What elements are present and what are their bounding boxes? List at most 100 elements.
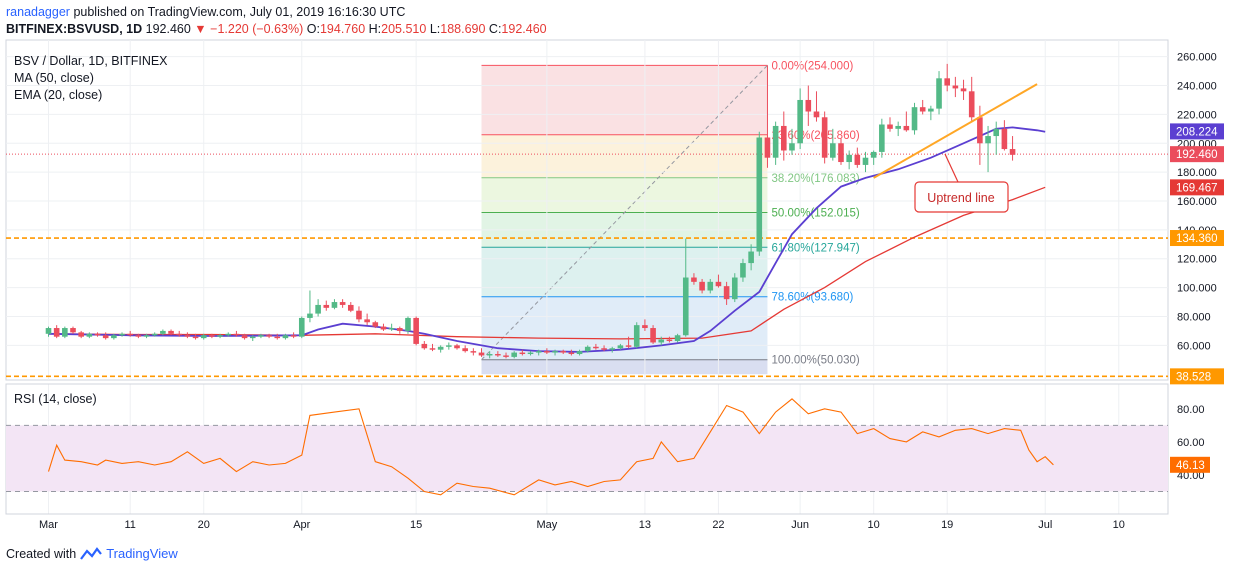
author-name[interactable]: ranadagger [6, 5, 70, 19]
candle-body [879, 124, 885, 152]
annotation-box[interactable] [914, 181, 1009, 213]
time-tick-label: 10 [1113, 519, 1125, 531]
candle-body [699, 281, 705, 291]
candle-body [119, 333, 125, 336]
candle-body [249, 336, 256, 339]
candle-body [952, 85, 959, 89]
candle-body [405, 317, 411, 331]
rsi-pane[interactable]: 40.00 60.00 80.00 46.13 [5, 383, 1210, 515]
fib-level-label: 0.00%(254.000) [771, 60, 853, 72]
time-tick-label: Mar [39, 519, 58, 531]
candle-body [568, 352, 575, 355]
candle-body [454, 345, 460, 349]
candle-body [511, 352, 517, 357]
time-tick-label: Jun [791, 519, 809, 531]
candle-body [225, 333, 232, 336]
candle-body [895, 125, 901, 129]
price-tick-label: 120.000 [1177, 254, 1217, 266]
fib-zone [481, 177, 768, 213]
candle-body [846, 154, 852, 163]
candle-body [437, 346, 444, 350]
main-pane-border [5, 39, 1169, 381]
tradingview-brand[interactable]: TradingView [106, 546, 178, 561]
candle-body [331, 302, 338, 308]
low-label: L: [429, 22, 441, 36]
tradingview-logo-icon [80, 546, 103, 560]
candle-body [519, 352, 526, 355]
close-label: C: [488, 22, 502, 36]
horizontal-lines[interactable] [6, 153, 1168, 378]
price-badges: 208.224 192.460 169.467 134.360 38.528 [1170, 123, 1224, 385]
fib-zone [481, 65, 768, 135]
publish-info: published on TradingView.com, July 01, 2… [73, 5, 406, 19]
candle-body [707, 281, 714, 291]
candle-body [470, 351, 477, 353]
candle-body [1009, 149, 1016, 155]
uptrend-line-segment [873, 83, 1038, 179]
candle-body [274, 336, 281, 339]
rsi-tick-label: 40.00 [1177, 470, 1205, 482]
candle-body [62, 328, 68, 337]
candle-body [421, 343, 428, 349]
legend-ma[interactable]: MA (50, close) [14, 71, 94, 85]
time-tick-label: Apr [293, 519, 310, 531]
candle-body [609, 348, 616, 350]
rsi-tick-label: 80.00 [1177, 404, 1205, 416]
candle-body [560, 351, 567, 353]
time-tick-label: 11 [124, 519, 135, 531]
time-tick-label: May [536, 519, 557, 531]
candle-body [682, 277, 689, 336]
time-tick-label: Jul [1038, 519, 1052, 531]
candle-body [764, 137, 771, 158]
legend-rsi[interactable]: RSI (14, close) [14, 392, 97, 406]
candle-body [282, 335, 289, 339]
candle-body [495, 354, 501, 356]
main-pane[interactable] [5, 39, 1169, 381]
annotation-callout[interactable]: Uptrend line [914, 153, 1009, 213]
candle-body [633, 325, 640, 347]
candle-body [70, 328, 76, 333]
candle-body [985, 136, 991, 144]
candle-body [666, 339, 673, 342]
down-arrow-icon: ▼ [194, 22, 207, 36]
price-tick-label: 260.000 [1177, 52, 1217, 64]
candle-body [928, 108, 934, 112]
candle-body [372, 322, 379, 327]
candle-body [854, 154, 861, 165]
candle-body [1001, 128, 1008, 150]
candle-body [462, 348, 468, 352]
fib-level-label: 23.60%(205.860) [771, 130, 859, 142]
last-price: 192.460 [145, 22, 191, 36]
fibonacci-retracement[interactable]: 0.00%(254.000) 23.60%(205.860) 38.20%(176.… [481, 60, 860, 375]
candle-body [397, 328, 403, 331]
price-axis[interactable]: 60.00080.000100.000120.000140.000160.000… [1177, 52, 1217, 353]
rsi-badge-label: 46.13 [1176, 460, 1205, 472]
high-value: 205.510 [381, 22, 427, 36]
candle-body [184, 335, 191, 337]
candle-body [298, 317, 305, 337]
candle-body [601, 348, 607, 350]
fib-zone-lower [481, 359, 768, 375]
high-label: H: [368, 22, 382, 36]
candle-body [429, 348, 436, 350]
candle-body [413, 317, 419, 344]
candle-body [380, 326, 387, 330]
candle-body [870, 151, 877, 158]
publish-line: ranadagger published on TradingView.com,… [6, 4, 547, 21]
legend-ema[interactable]: EMA (20, close) [14, 88, 103, 102]
candle-body [102, 335, 109, 339]
candle-body [86, 333, 93, 337]
candle-body [617, 345, 624, 349]
fib-trend-dashed [481, 64, 768, 361]
time-tick-label: 19 [941, 519, 953, 531]
rsi-line [47, 398, 1054, 496]
candle-body [715, 281, 722, 287]
price-tick-label: 60.000 [1177, 340, 1211, 352]
low-value: 188.690 [440, 22, 486, 36]
uptrend-line[interactable] [873, 83, 1038, 179]
candle-body [625, 345, 632, 347]
time-axis[interactable]: Mar 11 20 Apr 15 May 13 22 Jun 10 19 Jul 10 [6, 513, 1168, 531]
candle-body [217, 335, 223, 337]
candle-body [650, 328, 656, 343]
